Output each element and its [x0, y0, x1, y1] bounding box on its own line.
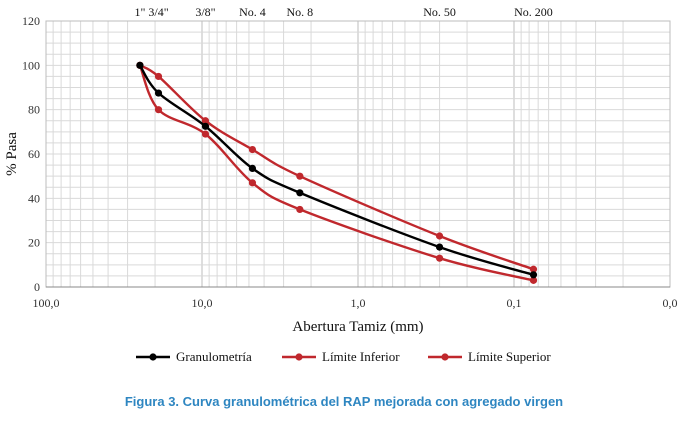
- data-point-granulometria: [248, 164, 257, 173]
- sieve-label: 3/4": [148, 5, 168, 19]
- x-tick-label: 0,1: [507, 296, 522, 310]
- legend-marker-granulometria: [149, 353, 157, 361]
- y-tick-label: 120: [22, 14, 40, 28]
- x-tick-label: 100,0: [33, 296, 60, 310]
- sieve-label: No. 4: [239, 5, 266, 19]
- legend-marker-limite-superior: [441, 353, 449, 361]
- data-point-limite-inferior: [248, 179, 257, 187]
- y-tick-label: 0: [34, 280, 40, 294]
- y-tick-label: 80: [28, 103, 40, 117]
- y-tick-label: 20: [28, 236, 40, 250]
- data-point-limite-inferior: [296, 205, 304, 214]
- data-point-limite-inferior: [529, 276, 538, 284]
- data-point-granulometria: [529, 271, 538, 279]
- legend-label-limite-superior: Límite Superior: [468, 349, 551, 364]
- legend-label-granulometria: Granulometría: [176, 349, 252, 364]
- y-tick-label: 40: [28, 191, 40, 205]
- data-point-limite-inferior: [201, 130, 210, 138]
- x-axis-title: Abertura Tamiz (mm): [292, 319, 423, 335]
- x-tick-label: 10,0: [192, 296, 213, 310]
- legend-marker-limite-inferior: [295, 353, 303, 361]
- y-tick-label: 100: [22, 58, 40, 72]
- chart-canvas: 0 20 40 60 80 100 120 100,0 10,0 1,0 0,1 0,0 1" 3/4" 3…: [4, 5, 678, 364]
- data-point-limite-superior: [296, 172, 304, 180]
- figure-caption: Figura 3. Curva granulométrica del RAP m…: [124, 394, 564, 409]
- sieve-label: No. 50: [423, 5, 456, 19]
- data-point-limite-superior: [154, 72, 163, 81]
- x-tick-label: 0,0: [663, 296, 678, 310]
- sieve-label: No. 200: [514, 5, 553, 19]
- y-tick-label: 60: [28, 147, 40, 161]
- sieve-label: No. 8: [286, 5, 313, 19]
- sieve-label: 1": [134, 5, 145, 19]
- y-axis-title: % Pasa: [4, 132, 20, 176]
- x-tick-label: 1,0: [351, 296, 366, 310]
- data-point-granulometria: [136, 61, 144, 69]
- data-point-limite-superior: [201, 117, 210, 125]
- data-point-limite-inferior: [154, 106, 163, 114]
- data-point-limite-inferior: [435, 254, 444, 262]
- data-point-granulometria: [296, 189, 304, 197]
- data-point-limite-superior: [248, 145, 257, 154]
- legend-label-limite-inferior: Límite Inferior: [322, 349, 400, 364]
- data-point-limite-superior: [435, 232, 444, 240]
- sieve-label: 3/8": [195, 5, 215, 19]
- data-point-granulometria: [201, 122, 210, 130]
- data-point-limite-superior: [529, 265, 538, 273]
- series-line-limite-superior: [139, 64, 534, 271]
- series-line-granulometria: [138, 64, 534, 276]
- data-point-granulometria: [154, 89, 163, 97]
- data-point-granulometria: [435, 243, 444, 251]
